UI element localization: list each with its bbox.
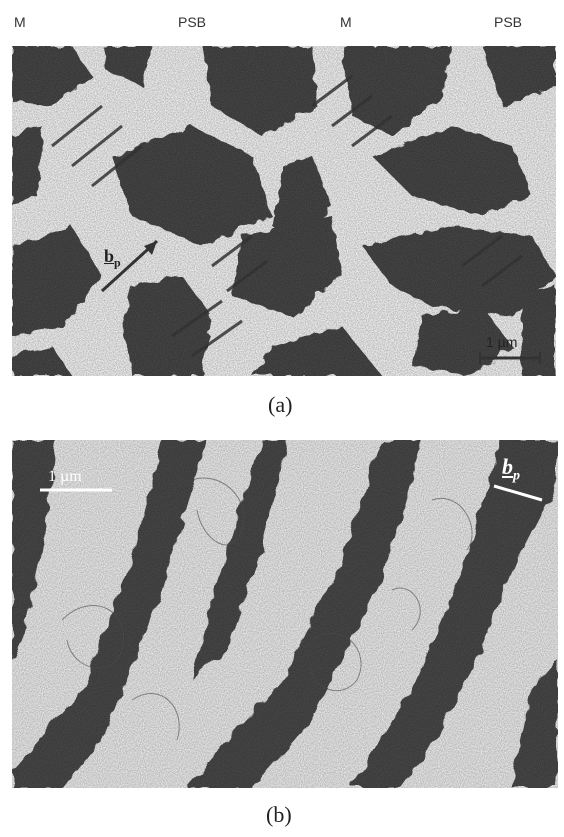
- micrograph-a-image: [12, 46, 556, 376]
- burgers-vector-label-b: bp: [502, 454, 520, 484]
- label-matrix-left: M: [14, 14, 26, 30]
- micrograph-b: 1 µm bp: [12, 440, 558, 788]
- scale-bar-label-b: 1 µm: [48, 468, 82, 486]
- micrograph-b-image: [12, 440, 558, 788]
- label-psb-right: PSB: [494, 14, 522, 30]
- label-matrix-right: M: [340, 14, 352, 30]
- label-psb-left: PSB: [178, 14, 206, 30]
- caption-a: (a): [268, 392, 292, 418]
- caption-b: (b): [266, 802, 292, 828]
- scale-bar-label-a: 1 µm: [486, 334, 517, 350]
- burgers-vector-label-a: bp: [104, 246, 121, 271]
- micrograph-a: bp 1 µm: [12, 46, 556, 376]
